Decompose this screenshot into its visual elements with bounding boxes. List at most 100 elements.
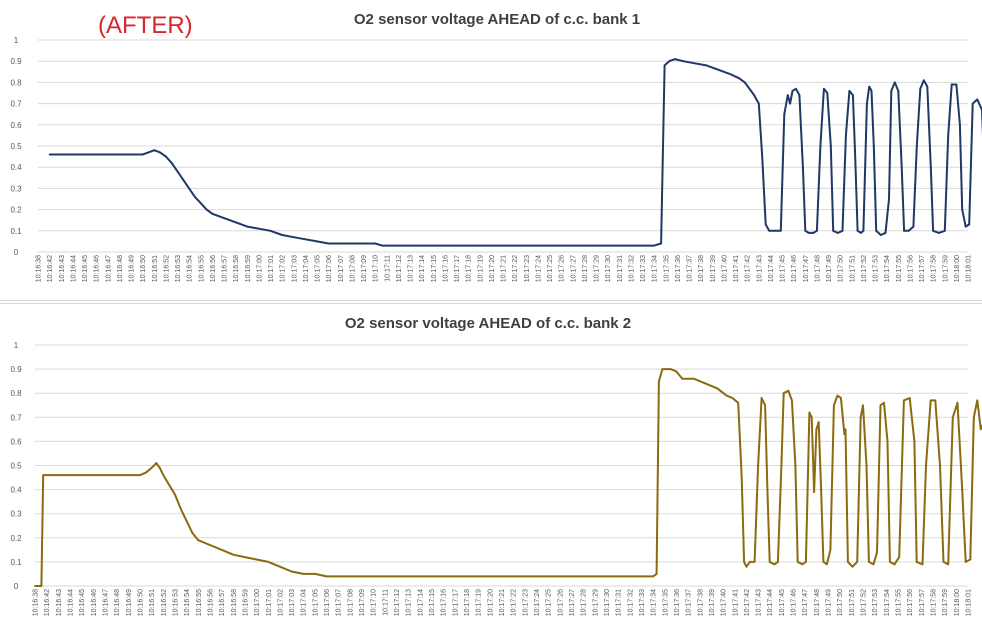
x-tick-label: 10:17:10 (373, 255, 380, 282)
data-point (158, 467, 161, 469)
data-point (349, 575, 351, 578)
data-point (883, 401, 885, 404)
x-tick-label: 10:17:40 (721, 589, 728, 616)
data-point (879, 404, 882, 407)
chart-panel-bank2: O2 sensor voltage AHEAD of c.c. bank 2 0 0… (0, 303, 982, 634)
data-point (768, 561, 771, 563)
data-point (40, 585, 43, 587)
x-tick-label: 10:17:32 (628, 255, 635, 282)
x-tick-label: 10:17:54 (884, 255, 891, 282)
x-tick-label: 10:17:56 (907, 589, 914, 616)
data-point (757, 102, 760, 105)
data-point (197, 539, 200, 542)
x-tick-label: 10:17:31 (617, 255, 624, 282)
data-point (826, 563, 828, 566)
data-point (232, 553, 235, 556)
x-tick-label: 10:17:09 (361, 255, 368, 282)
x-tick-label: 10:17:34 (651, 589, 658, 616)
data-point (947, 134, 950, 137)
data-point (155, 462, 158, 464)
data-point (844, 428, 847, 431)
data-point (244, 556, 246, 558)
x-tick-label: 10:17:39 (710, 255, 717, 282)
x-tick-label: 10:17:16 (442, 255, 449, 282)
y-tick-label: 0.1 (10, 558, 22, 567)
x-tick-label: 10:17:18 (466, 255, 473, 282)
x-tick-label: 10:17:38 (698, 255, 705, 282)
data-point (976, 98, 979, 101)
data-point (959, 123, 961, 126)
chart-title: O2 sensor voltage AHEAD of c.c. bank 1 (354, 11, 640, 28)
x-tick-label: 10:17:47 (802, 589, 809, 616)
data-point (890, 90, 893, 92)
x-tick-label: 10:16:38 (33, 589, 40, 616)
x-tick-label: 10:17:50 (838, 255, 845, 282)
x-tick-label: 10:16:58 (233, 255, 240, 282)
x-tick-label: 10:17:28 (581, 589, 588, 616)
data-point (740, 476, 743, 479)
data-point (290, 570, 293, 573)
data-point (558, 575, 561, 578)
data-point (832, 229, 835, 232)
x-tick-label: 10:17:34 (652, 255, 659, 282)
data-point (655, 573, 658, 575)
y-tick-label: 0.9 (10, 365, 22, 374)
data-point (922, 79, 925, 82)
data-point (761, 155, 764, 158)
data-point (938, 232, 940, 234)
chart-title: O2 sensor voltage AHEAD of c.c. bank 2 (345, 315, 631, 332)
x-tick-label: 10:17:28 (582, 255, 589, 282)
x-tick-label: 10:17:53 (873, 255, 880, 282)
data-point (854, 155, 857, 158)
y-tick-label: 0.3 (10, 510, 22, 519)
data-point (618, 244, 621, 247)
x-tick-label: 10:17:35 (662, 589, 669, 616)
x-tick-label: 10:16:53 (175, 255, 182, 282)
y-tick-label: 1 (14, 36, 19, 45)
x-tick-label: 10:17:32 (627, 589, 634, 616)
x-tick-label: 10:17:29 (594, 255, 601, 282)
data-point (907, 229, 910, 232)
data-point (209, 544, 211, 546)
data-point (802, 166, 804, 169)
data-point (889, 561, 891, 563)
data-point (913, 440, 916, 443)
chart-bank2: O2 sensor voltage AHEAD of c.c. bank 2 0 0… (10, 315, 982, 616)
data-point (325, 575, 328, 578)
x-tick-label: 10:16:49 (126, 589, 133, 616)
data-point (801, 563, 804, 566)
data-point (776, 229, 779, 232)
data-point (836, 232, 839, 234)
data-point (745, 565, 748, 568)
y-tick-label: 0.5 (10, 142, 22, 151)
x-tick-label: 10:17:24 (534, 589, 541, 616)
y-tick-label: 0.9 (10, 57, 22, 66)
data-point (170, 162, 173, 164)
data-point (815, 428, 818, 431)
x-tick-label: 10:17:15 (429, 589, 436, 616)
data-point (912, 225, 915, 228)
chart-bank1: O2 sensor voltage AHEAD of c.c. bank 1 0 0… (10, 11, 982, 282)
data-point (898, 556, 901, 558)
data-point (48, 153, 51, 156)
data-point (852, 94, 854, 96)
data-point (42, 474, 45, 476)
x-tick-label: 10:17:00 (254, 589, 261, 616)
x-tick-label: 10:17:27 (569, 589, 576, 616)
x-tick-label: 10:17:36 (674, 589, 681, 616)
data-point (845, 134, 847, 137)
x-tick-label: 10:17:59 (942, 589, 949, 616)
data-point (915, 561, 918, 563)
data-point (374, 242, 376, 245)
x-tick-label: 10:17:12 (396, 255, 403, 282)
x-tick-label: 10:17:33 (639, 589, 646, 616)
x-tick-label: 10:16:47 (105, 255, 112, 282)
data-point (833, 404, 835, 407)
data-point (951, 416, 954, 419)
x-tick-label: 10:17:02 (277, 589, 284, 616)
data-point (185, 520, 188, 522)
x-tick-label: 10:16:51 (149, 589, 156, 616)
x-tick-label: 10:16:55 (198, 255, 205, 282)
x-tick-label: 10:17:37 (687, 255, 694, 282)
x-tick-label: 10:17:53 (872, 589, 879, 616)
